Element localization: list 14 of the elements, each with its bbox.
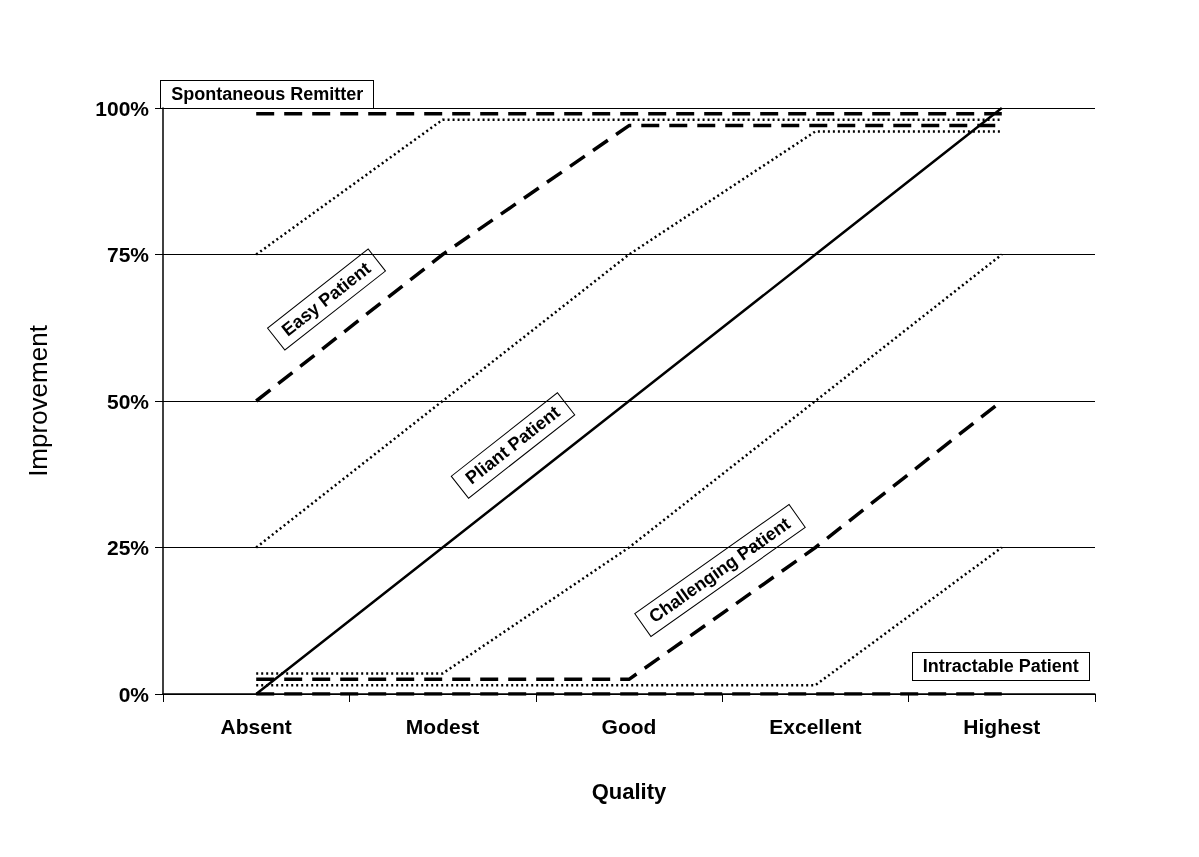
x-tick-label: Highest xyxy=(963,715,1041,738)
y-tick-label: 25% xyxy=(106,536,150,559)
y-axis-title: Improvement xyxy=(23,324,53,477)
x-tick-label: Excellent xyxy=(769,715,862,738)
y-tick-label: 75% xyxy=(106,243,150,266)
y-tick-label: 50% xyxy=(106,389,150,413)
y-tick-label: 100% xyxy=(95,96,150,120)
x-axis-title: Quality xyxy=(591,778,668,804)
x-tick-label: Good xyxy=(601,715,657,738)
x-tick-label: Modest xyxy=(405,715,480,738)
series-label: Intractable Patient xyxy=(911,652,1090,681)
y-tick-label: 0% xyxy=(118,682,150,706)
series-label: Spontaneous Remitter xyxy=(160,80,375,109)
x-tick-label: Absent xyxy=(220,715,292,738)
